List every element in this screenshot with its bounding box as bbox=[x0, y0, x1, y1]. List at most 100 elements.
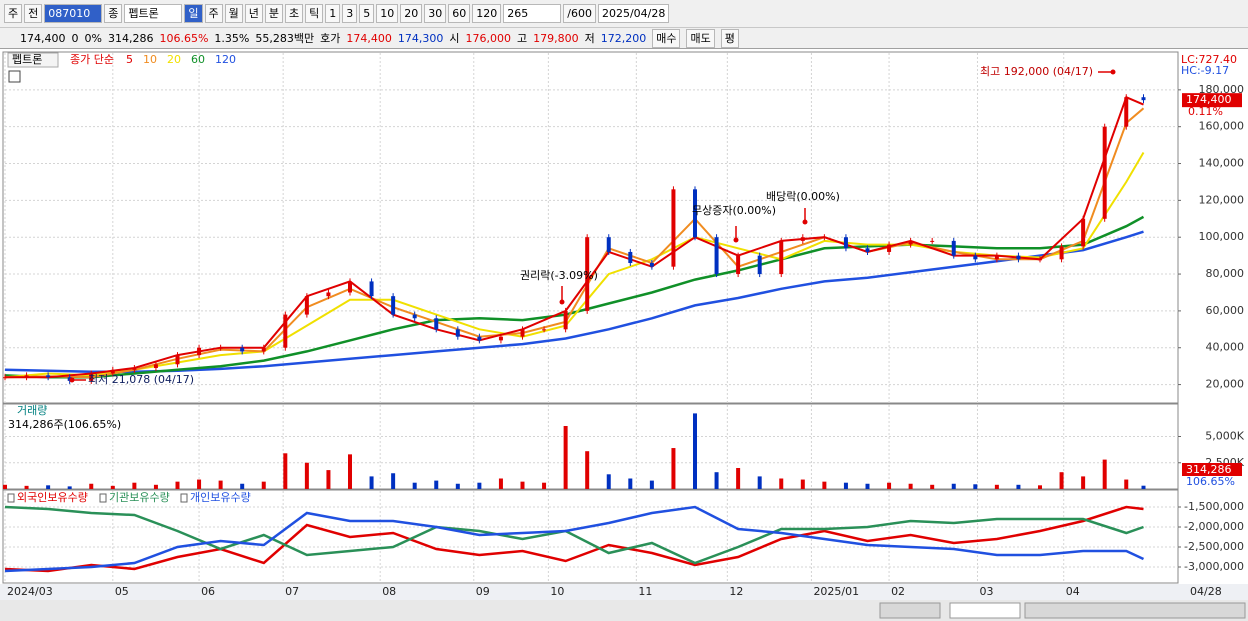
legend-entry[interactable]: 5 bbox=[126, 53, 133, 66]
candle bbox=[1141, 97, 1146, 101]
toolbar-item[interactable]: 120 bbox=[472, 4, 502, 23]
toolbar-item[interactable]: /600 bbox=[563, 4, 596, 23]
scroll-buttons[interactable] bbox=[879, 602, 941, 619]
panel-icon bbox=[8, 70, 21, 83]
toolbar-item[interactable]: 분 bbox=[264, 4, 283, 23]
legend-entry[interactable]: 120 bbox=[215, 53, 236, 66]
holding-line bbox=[4, 505, 1145, 573]
info-item[interactable]: 평 bbox=[720, 28, 739, 48]
volume-bar bbox=[110, 485, 115, 489]
candle bbox=[261, 347, 266, 352]
toolbar-item[interactable]: 월 bbox=[224, 4, 243, 23]
legend-entry[interactable]: 10 bbox=[143, 53, 157, 66]
toolbar-item[interactable]: 종 bbox=[104, 4, 123, 23]
candle bbox=[951, 240, 956, 256]
holding-line bbox=[4, 505, 1144, 573]
info-item[interactable]: 매수 bbox=[652, 28, 681, 48]
candle bbox=[736, 255, 741, 275]
toolbar-item[interactable]: 주 bbox=[204, 4, 223, 23]
price-panel bbox=[2, 51, 1179, 404]
tool-buttons[interactable] bbox=[1024, 602, 1246, 619]
legend-entry[interactable]: 60 bbox=[191, 53, 205, 66]
legend-entry[interactable]: 기관보유수량 bbox=[109, 491, 170, 504]
info-item: 174,400 bbox=[346, 31, 392, 45]
candle bbox=[326, 292, 331, 297]
candle bbox=[46, 375, 51, 378]
panel-label: 거래량 bbox=[17, 404, 47, 417]
candle bbox=[930, 240, 935, 242]
right-label: 106.65% bbox=[1186, 475, 1235, 488]
candle bbox=[542, 329, 547, 331]
toolbar-item[interactable]: 265 bbox=[503, 4, 562, 23]
x-tick-label: 05 bbox=[115, 585, 129, 598]
toolbar-item[interactable]: 전 bbox=[24, 4, 43, 23]
info-item: 55,283백만 bbox=[255, 32, 315, 45]
volume-bar bbox=[412, 482, 417, 489]
volume-panel bbox=[2, 403, 1179, 490]
legend-entry[interactable]: 20 bbox=[167, 53, 181, 66]
price-badge bbox=[1182, 93, 1242, 108]
info-item: 314,286 bbox=[107, 31, 154, 45]
candle bbox=[348, 281, 352, 293]
x-tick-label: 07 bbox=[285, 585, 299, 598]
info-item[interactable]: 매도 bbox=[686, 28, 715, 48]
volume-bar bbox=[757, 476, 762, 489]
x-tick-label: 12 bbox=[729, 585, 743, 598]
x-tick-label: 08 bbox=[382, 585, 396, 598]
toolbar-item[interactable]: 틱 bbox=[305, 4, 324, 23]
volume-bar bbox=[887, 482, 892, 489]
candle bbox=[1059, 246, 1064, 260]
volume-bar bbox=[197, 479, 202, 489]
x-tick-label: 02 bbox=[891, 585, 905, 598]
volume-bar bbox=[434, 480, 439, 489]
legend-entry[interactable]: 개인보유수량 bbox=[190, 491, 251, 504]
x-tick-label: 04 bbox=[1066, 585, 1080, 598]
moving-average bbox=[4, 230, 1144, 373]
toolbar-item[interactable]: 초 bbox=[285, 4, 304, 23]
volume-bar bbox=[1124, 479, 1129, 489]
annotation-arrowhead bbox=[69, 377, 75, 383]
toolbar-item[interactable]: 2025/04/28 bbox=[597, 4, 670, 23]
x-tick-label: 03 bbox=[979, 585, 993, 598]
toolbar-item[interactable]: 1 bbox=[325, 4, 341, 23]
annotation-arrowhead bbox=[733, 237, 739, 243]
candle bbox=[606, 237, 611, 252]
info-item: 179,800 bbox=[533, 31, 579, 45]
candle bbox=[1038, 259, 1042, 261]
candle bbox=[132, 368, 137, 370]
volume-bar bbox=[477, 482, 482, 489]
volume-bar bbox=[951, 483, 956, 489]
panel-label: 펩트론 bbox=[12, 53, 42, 66]
legend-entry[interactable]: 외국인보유수량 bbox=[17, 491, 88, 504]
toolbar-item[interactable]: 일 bbox=[184, 4, 203, 23]
volume-badge bbox=[1182, 463, 1242, 476]
toolbar-item[interactable]: 60 bbox=[448, 4, 471, 23]
info-item: 저 bbox=[584, 32, 595, 45]
panel-label-box bbox=[7, 52, 59, 68]
toolbar-item[interactable]: 5 bbox=[359, 4, 375, 23]
zoom-slider[interactable] bbox=[949, 602, 1021, 619]
toolbar-item[interactable]: 10 bbox=[376, 4, 399, 23]
volume-bar bbox=[520, 481, 525, 489]
annotation-arrowhead bbox=[802, 219, 808, 225]
toolbar-item[interactable]: 20 bbox=[400, 4, 423, 23]
toolbar-item[interactable]: 3 bbox=[342, 4, 358, 23]
annotation: 권리락(-3.09%) bbox=[520, 269, 598, 282]
candle bbox=[3, 377, 7, 379]
toolbar-item[interactable]: 년 bbox=[244, 4, 263, 23]
toolbar-item[interactable]: 30 bbox=[424, 4, 447, 23]
volume-bar bbox=[649, 480, 654, 489]
right-label: HC:-9.17 bbox=[1181, 64, 1229, 77]
candle bbox=[24, 375, 29, 378]
x-tick-label: 2024/03 bbox=[7, 585, 53, 598]
candle bbox=[628, 251, 633, 263]
toolbar-item[interactable]: 주 bbox=[4, 4, 23, 23]
candle bbox=[153, 364, 158, 368]
y-tick-label: 40,000 bbox=[1206, 341, 1245, 354]
volume-bar bbox=[1141, 485, 1146, 489]
toolbar-item[interactable]: 펩트론 bbox=[124, 4, 183, 23]
volume-bar bbox=[994, 484, 999, 489]
toolbar-item[interactable]: 087010 bbox=[44, 4, 103, 23]
volume-bar bbox=[1081, 476, 1086, 489]
